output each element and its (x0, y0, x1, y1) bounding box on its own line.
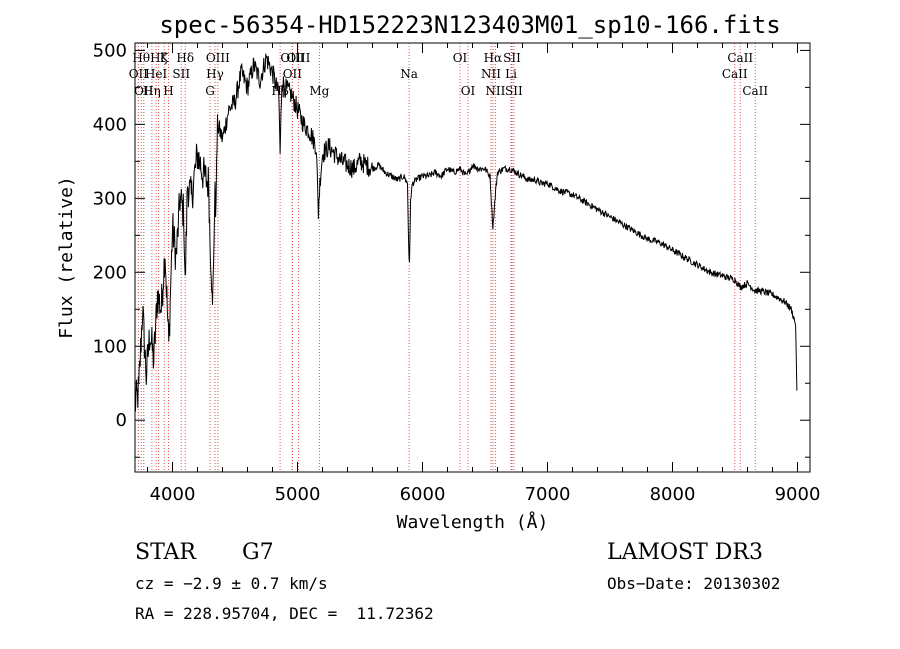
line-marker-label-0: OII (129, 67, 149, 81)
line-marker-label-24: Li (505, 67, 517, 81)
y-tick-label-1: 100 (93, 336, 127, 357)
line-marker-label-17: Mg (309, 84, 329, 98)
line-marker-label-5: Hζ (150, 51, 167, 65)
y-tick-label-0: 0 (116, 410, 127, 431)
y-tick-label-4: 400 (93, 114, 127, 135)
line-marker-label-27: CaII (722, 67, 748, 81)
line-markers (137, 43, 756, 472)
line-marker-label-28: CaII (727, 51, 753, 65)
line-marker-label-4: HeI (145, 67, 168, 81)
line-marker-label-16: OIII (286, 51, 310, 65)
x-tick-label-5: 9000 (775, 484, 821, 505)
y-tick-label-2: 200 (93, 262, 127, 283)
line-marker-label-21: NII (481, 67, 501, 81)
object-subclass: G7 (242, 540, 274, 565)
object-class: STAR (135, 540, 196, 565)
chart-title: spec-56354-HD152223N123403M01_sp10-166.f… (159, 11, 780, 39)
redshift-text: cz = −2.9 ± 0.7 km/s (135, 574, 328, 593)
line-marker-label-22: Hα (484, 51, 503, 65)
x-tick-label-2: 6000 (400, 484, 446, 505)
line-marker-label-29: CaII (742, 84, 768, 98)
spectrum-series (134, 53, 798, 412)
y-tick-label-5: 500 (93, 40, 127, 61)
line-marker-label-11: Hγ (206, 67, 224, 81)
line-marker-label-9: Hδ (176, 51, 194, 65)
line-marker-label-10: G (205, 84, 215, 98)
axis-ticks: 4000 5000 6000 7000 8000 9000 0 100 200 300 400 500 (93, 40, 821, 505)
line-marker-label-14: OIII (280, 51, 304, 65)
x-tick-label-3: 7000 (525, 484, 571, 505)
line-marker-label-12: OIII (206, 51, 230, 65)
survey-name: LAMOST DR3 (607, 540, 763, 565)
line-marker-label-15: OII (283, 67, 303, 81)
plot-frame (134, 42, 811, 473)
observation-date: Obs−Date: 20130302 (607, 574, 781, 593)
line-marker-label-18: Na (400, 67, 418, 81)
line-marker-label-20: OI (461, 84, 476, 98)
line-marker-label-25: SII (503, 51, 521, 65)
y-axis-label: Flux (relative) (56, 176, 77, 339)
line-marker-label-19: OI (453, 51, 468, 65)
x-tick-label-4: 8000 (650, 484, 696, 505)
line-marker-label-26: SII (505, 84, 523, 98)
x-axis-label: Wavelength (Å) (397, 511, 549, 533)
y-tick-label-3: 300 (93, 188, 127, 209)
line-marker-labels: OIIHθOIIHηHeIHζKHSIIHδGHγOIIIHβOIIIOIIOI… (129, 51, 769, 98)
line-marker-label-23: NII (485, 84, 505, 98)
line-marker-label-7: H (163, 84, 173, 98)
line-marker-label-6: K (160, 51, 170, 65)
line-marker-label-3: Hη (143, 84, 161, 98)
x-tick-label-1: 5000 (275, 484, 321, 505)
spectrum-line (134, 53, 798, 412)
line-marker-label-8: SII (172, 67, 190, 81)
coordinates-text: RA = 228.95704, DEC = 11.72362 (135, 604, 434, 623)
line-marker-label-1: Hθ (132, 51, 150, 65)
x-tick-label-0: 4000 (150, 484, 196, 505)
